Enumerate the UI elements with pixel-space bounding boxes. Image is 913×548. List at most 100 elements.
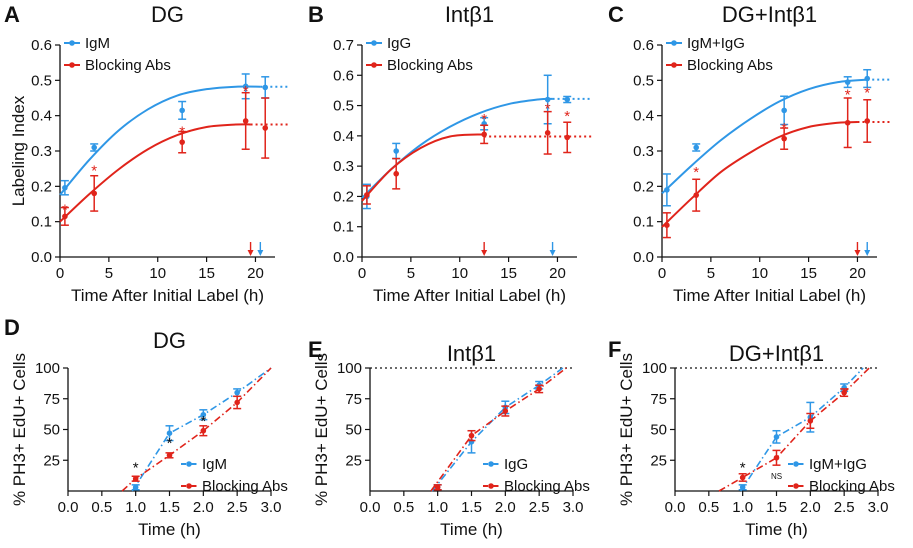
series-blocking-abs — [661, 97, 892, 256]
panel-a: A DG 0.0 0.1 0.2 0.3 0.4 0.5 0.6 0 5 10 15 20 Time Aft… — [4, 2, 290, 305]
y-tick-label: 0.1 — [633, 214, 654, 231]
data-point — [781, 135, 787, 142]
y-tick-label: 0.6 — [633, 37, 654, 54]
fit-curve — [661, 78, 868, 195]
panel-c: C DG+Intβ1 0.0 0.1 0.2 0.3 0.4 0.5 0.6 0 5 10 15 20 Ti… — [608, 2, 892, 305]
data-point — [844, 119, 851, 126]
legend-label: Blocking Abs — [202, 478, 288, 495]
data-point — [544, 130, 551, 136]
legend-marker — [488, 461, 494, 467]
y-tick-label: 50 — [650, 422, 667, 439]
arrow-head — [481, 250, 488, 256]
y-tick-label: 0.0 — [633, 249, 654, 266]
data-point — [844, 79, 851, 85]
series-line — [431, 367, 564, 492]
panel-letter: A — [4, 2, 20, 27]
x-axis-label: Time After Initial Label (h) — [373, 286, 566, 305]
panel-b: B Intβ1 0.0 0.1 0.2 0.3 0.4 0.5 0.6 0.7 0 5 10 15 20 Ti… — [308, 2, 592, 305]
chart-title: Intβ1 — [447, 341, 496, 366]
x-tick-label: 0 — [56, 265, 64, 282]
data-point — [564, 96, 571, 103]
panel-letter: E — [308, 337, 323, 362]
x-tick-label: 0.0 — [665, 499, 686, 516]
legend-marker — [671, 40, 677, 46]
data-point — [739, 474, 746, 481]
legend-label: IgM+IgG — [809, 456, 867, 473]
data-point — [234, 389, 240, 396]
x-tick-label: 10 — [451, 265, 468, 282]
data-point — [62, 213, 68, 220]
arrow-head — [854, 250, 861, 256]
y-tick-label: 0.1 — [333, 219, 354, 236]
y-axis-label: % PH3+ EdU+ Cells — [617, 353, 636, 506]
y-axis-label: Labeling Index — [9, 95, 28, 206]
arrow-head — [864, 250, 871, 256]
x-tick-label: 3.0 — [868, 499, 889, 516]
legend-marker — [69, 62, 75, 68]
series-line — [430, 367, 567, 492]
x-tick-label: 5 — [707, 265, 715, 282]
series-blocking-abs — [361, 110, 592, 256]
y-tick-label: 0.3 — [31, 143, 52, 160]
series-igm-igg — [661, 68, 892, 256]
y-tick-label: 75 — [650, 391, 667, 408]
chart-title: Intβ1 — [445, 2, 494, 27]
x-tick-label: 0.5 — [91, 499, 112, 516]
x-tick-label: 0.5 — [393, 499, 414, 516]
x-axis-label: Time (h) — [440, 520, 503, 539]
arrow-head — [247, 250, 254, 256]
y-tick-label: 75 — [43, 391, 60, 408]
legend-label: IgM — [202, 456, 227, 473]
y-tick-label: 0.5 — [333, 98, 354, 115]
data-point — [739, 484, 746, 491]
fit-curve — [661, 121, 858, 228]
x-tick-label: 1.0 — [125, 499, 146, 516]
series-blocking-abs — [121, 367, 272, 492]
x-tick-label: 1.5 — [159, 499, 180, 516]
legend: IgM Blocking Abs — [181, 456, 288, 495]
x-tick-label: 2.5 — [227, 499, 248, 516]
data-point — [664, 187, 670, 193]
arrow-head — [257, 250, 264, 256]
x-tick-label: 0 — [658, 265, 666, 282]
significance-marker: * — [243, 83, 249, 100]
x-tick-label: 0.0 — [58, 499, 79, 516]
significance-marker: * — [564, 108, 570, 125]
y-tick-label: 0.3 — [333, 158, 354, 175]
x-tick-label: 20 — [549, 265, 566, 282]
legend-label: Blocking Abs — [687, 57, 773, 74]
y-tick-label: 0.0 — [333, 249, 354, 266]
y-tick-label: 0.6 — [31, 37, 52, 54]
x-tick-label: 0.0 — [360, 499, 381, 516]
data-point — [544, 96, 551, 103]
chart-title: DG+Intβ1 — [729, 341, 824, 366]
legend-marker — [793, 483, 799, 489]
significance-marker: * — [845, 86, 851, 103]
x-tick-label: 0.5 — [698, 499, 719, 516]
data-point — [693, 144, 700, 151]
significance-marker: * — [740, 460, 746, 477]
panel-e: E Intβ1 25 50 75 100 0.0 0.5 1.0 1.5 2.0 2.5 3.0 Time… — [308, 337, 590, 539]
data-point — [773, 454, 780, 461]
chart-title: DG — [151, 2, 184, 27]
y-axis-label: % PH3+ EdU+ Cells — [10, 353, 29, 506]
y-tick-label: 0.4 — [333, 128, 354, 145]
data-point — [773, 434, 780, 440]
significance-marker: * — [62, 201, 68, 218]
legend: IgM+IgG Blocking Abs — [666, 35, 773, 74]
legend-marker — [488, 483, 494, 489]
fit-curve — [361, 97, 553, 199]
chart-title: DG — [153, 328, 186, 353]
data-point — [262, 84, 269, 91]
y-tick-label: 100 — [337, 360, 362, 377]
series-blocking-abs — [718, 367, 870, 492]
legend-label: Blocking Abs — [387, 57, 473, 74]
data-point — [200, 411, 207, 418]
data-point — [693, 192, 700, 198]
legend-marker — [186, 461, 192, 467]
legend-marker — [671, 62, 677, 68]
y-tick-label: 0.2 — [633, 178, 654, 195]
legend-marker — [371, 62, 377, 68]
x-tick-label: 5 — [407, 265, 415, 282]
